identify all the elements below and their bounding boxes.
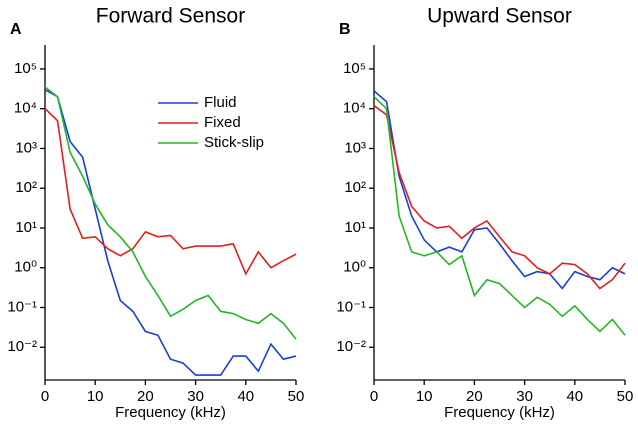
series-line: [44, 108, 297, 276]
x-tick-label: 0: [370, 388, 378, 405]
series-line: [373, 104, 626, 290]
x-axis-label: Frequency (kHz): [115, 404, 226, 421]
x-tick-label: 10: [416, 388, 433, 405]
panel-label: B: [339, 21, 351, 38]
series-line: [44, 86, 297, 340]
y-tick-label: 10⁴: [343, 100, 366, 117]
panel-label: A: [10, 21, 22, 38]
series-line: [44, 89, 297, 376]
x-tick-label: 40: [237, 388, 254, 405]
x-tick-label: 40: [566, 388, 583, 405]
y-tick-label: 10⁰: [14, 259, 37, 276]
y-tick-label: 10³: [344, 139, 366, 156]
y-tick-label: 10³: [15, 139, 37, 156]
x-tick-label: 20: [137, 388, 154, 405]
legend-label: Stick-slip: [204, 134, 264, 151]
y-tick-label: 10²: [15, 179, 37, 196]
x-tick-label: 50: [288, 388, 305, 405]
chart-title: Upward Sensor: [427, 5, 572, 28]
y-tick-label: 10⁵: [14, 60, 37, 77]
chart-title: Forward Sensor: [96, 5, 245, 28]
y-tick-label: 10⁵: [343, 60, 366, 77]
series-line: [373, 90, 626, 290]
x-tick-label: 30: [187, 388, 204, 405]
legend-label: Fixed: [204, 114, 241, 131]
y-tick-label: 10⁻²: [7, 338, 37, 355]
y-tick-label: 10²: [344, 179, 366, 196]
y-tick-label: 10⁻¹: [7, 298, 37, 315]
y-tick-label: 10⁻¹: [336, 298, 366, 315]
x-tick-label: 0: [41, 388, 49, 405]
y-tick-label: 10¹: [344, 219, 366, 236]
series-line: [373, 96, 626, 336]
y-tick-label: 10⁻²: [336, 338, 366, 355]
x-tick-label: 50: [617, 388, 634, 405]
y-tick-label: 10⁰: [343, 259, 366, 276]
legend-label: Fluid: [204, 94, 237, 111]
x-tick-label: 20: [466, 388, 483, 405]
x-tick-label: 10: [87, 388, 104, 405]
x-tick-label: 30: [516, 388, 533, 405]
y-tick-label: 10⁴: [14, 100, 37, 117]
y-tick-label: 10¹: [15, 219, 37, 236]
x-axis-label: Frequency (kHz): [444, 404, 555, 421]
